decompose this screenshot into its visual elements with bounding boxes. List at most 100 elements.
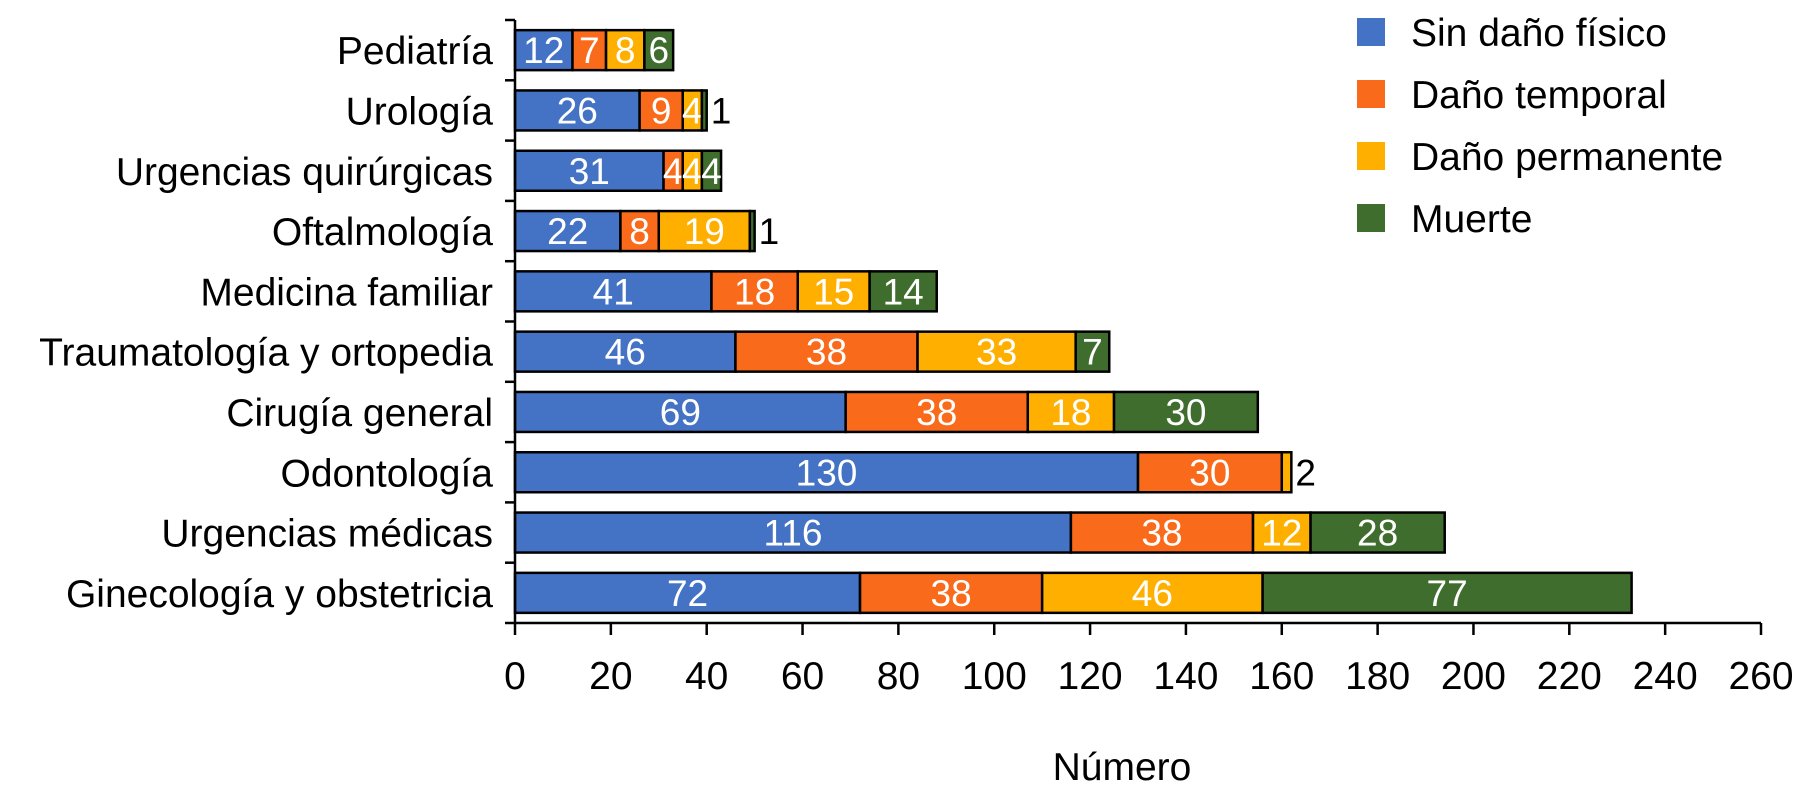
data-label: 19 (684, 211, 725, 252)
bar-segment (1280, 451, 1293, 494)
data-label: 31 (569, 151, 610, 192)
category-label: Oftalmología (272, 211, 493, 254)
category-label: Urgencias médicas (161, 513, 493, 556)
bar-segment (734, 330, 919, 373)
bar-segment (1112, 390, 1260, 434)
x-tick-label: 80 (877, 655, 920, 698)
axis-layer: 0 20 40 60 80 100 120 140 160 180 200 220 240 260 (504, 18, 1794, 698)
legend-label: Daño temporal (1411, 74, 1667, 117)
data-label: 8 (615, 30, 636, 71)
data-label: 8 (629, 211, 650, 252)
category-label: Cirugía general (226, 392, 493, 435)
data-label: 69 (660, 392, 701, 433)
x-tick-label: 200 (1441, 655, 1506, 698)
legend-swatch (1357, 80, 1385, 108)
category-label: Traumatología y ortopedia (39, 332, 493, 375)
bar-segment (1074, 330, 1111, 373)
bar-segment (513, 89, 641, 132)
data-label: 1 (759, 211, 780, 252)
x-tick-label: 0 (504, 655, 526, 698)
bar-segment (571, 28, 608, 72)
data-label: 15 (813, 271, 854, 312)
data-label: 77 (1427, 573, 1468, 614)
data-label: 30 (1189, 452, 1230, 493)
data-label: 4 (682, 90, 703, 131)
legend: Sin daño físico Daño temporal Daño permane… (1357, 12, 1723, 241)
data-label: 6 (648, 30, 669, 71)
data-label: 41 (593, 271, 634, 312)
data-label: 38 (1141, 513, 1182, 554)
x-tick-label: 220 (1537, 655, 1602, 698)
data-label: 72 (667, 573, 708, 614)
bar-segment (513, 330, 737, 373)
legend-swatch (1357, 204, 1385, 232)
data-label: 26 (557, 90, 598, 131)
data-label: 130 (796, 452, 858, 493)
category-label: Ginecología y obstetricia (66, 573, 493, 616)
data-label: 14 (883, 271, 924, 312)
bar-segment (1040, 571, 1264, 615)
x-tick-label: 160 (1249, 655, 1314, 698)
bar-segment (796, 270, 871, 313)
data-label: 4 (663, 151, 684, 192)
legend-swatch (1357, 142, 1385, 170)
bar-segment (604, 28, 646, 72)
category-label: Odontología (280, 452, 493, 495)
data-label: 4 (682, 151, 703, 192)
data-label: 22 (547, 211, 588, 252)
data-label: 30 (1165, 392, 1206, 433)
x-tick-label: 20 (589, 655, 632, 698)
bar-segment (700, 89, 708, 132)
data-label: 18 (1050, 392, 1091, 433)
data-label: 46 (1132, 573, 1173, 614)
data-label: 116 (763, 513, 822, 554)
category-label: Pediatría (337, 30, 493, 73)
data-label: 4 (701, 151, 722, 192)
bar-segment (1309, 511, 1446, 554)
data-label: 46 (605, 332, 646, 373)
category-labels: Pediatría Urología Urgencias quirúrgicas Of… (39, 30, 493, 616)
data-label: 38 (916, 392, 957, 433)
bar-segment (657, 209, 752, 253)
legend-label: Muerte (1411, 198, 1532, 241)
bar-segment (700, 149, 723, 192)
legend-label: Daño permanente (1411, 136, 1723, 179)
bar-segment (916, 330, 1077, 373)
bar-segment (858, 571, 1044, 615)
data-label: 18 (734, 271, 775, 312)
x-tick-label: 100 (962, 655, 1027, 698)
bar-segment (643, 28, 675, 72)
bar-segment (513, 270, 713, 313)
data-label: 7 (579, 30, 600, 71)
x-tick-label: 180 (1345, 655, 1410, 698)
data-label: 12 (1261, 513, 1302, 554)
bar-segment (619, 209, 661, 253)
data-label: 38 (806, 332, 847, 373)
category-label: Urgencias quirúrgicas (116, 151, 493, 194)
x-tick-label: 40 (685, 655, 728, 698)
data-label: 28 (1357, 513, 1398, 554)
data-label: 9 (651, 90, 672, 131)
data-label: 33 (976, 332, 1017, 373)
bar-segment (1136, 451, 1284, 494)
x-tick-label: 120 (1058, 655, 1123, 698)
data-label: 2 (1295, 452, 1316, 493)
legend-label: Sin daño físico (1411, 12, 1667, 55)
x-tick-label: 260 (1728, 655, 1793, 698)
bar-segment (748, 209, 756, 253)
data-label: 7 (1082, 332, 1103, 373)
legend-swatch (1357, 18, 1385, 46)
data-label: 38 (931, 573, 972, 614)
x-tick-label: 60 (781, 655, 824, 698)
bar-segment (513, 571, 862, 615)
category-label: Urología (346, 90, 494, 133)
data-label: 12 (523, 30, 564, 71)
x-tick-label: 140 (1153, 655, 1218, 698)
category-label: Medicina familiar (200, 271, 493, 314)
bar-segment (1069, 511, 1255, 554)
data-label: 1 (711, 90, 732, 131)
bar-segment (868, 270, 938, 313)
